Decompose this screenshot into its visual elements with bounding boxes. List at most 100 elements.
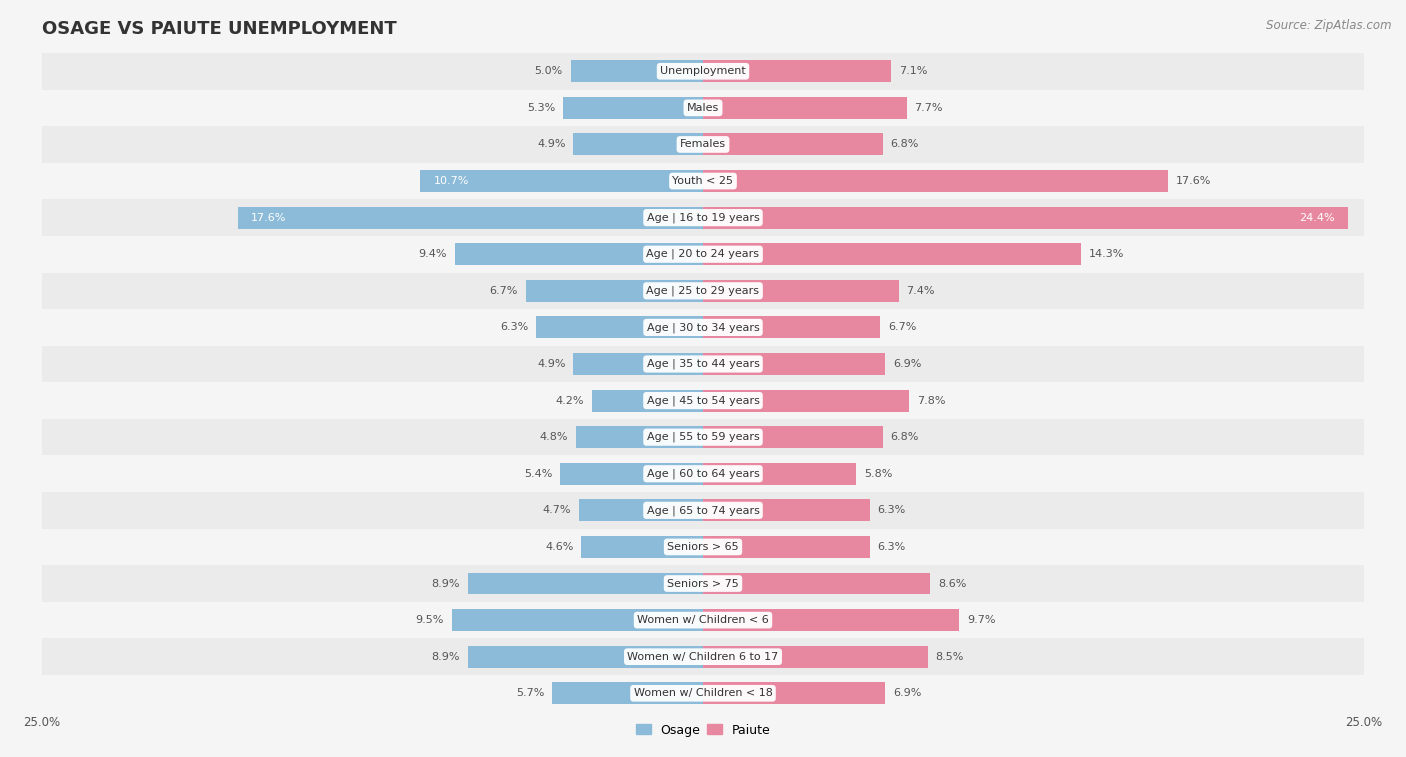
- Text: 5.4%: 5.4%: [524, 469, 553, 478]
- Bar: [582, 536, 703, 558]
- Text: Source: ZipAtlas.com: Source: ZipAtlas.com: [1267, 19, 1392, 32]
- Text: Women w/ Children 6 to 17: Women w/ Children 6 to 17: [627, 652, 779, 662]
- Bar: [560, 463, 703, 484]
- Text: Age | 60 to 64 years: Age | 60 to 64 years: [647, 469, 759, 479]
- Text: 5.7%: 5.7%: [516, 688, 544, 698]
- Text: Females: Females: [681, 139, 725, 149]
- Bar: [562, 97, 703, 119]
- Bar: [42, 382, 1364, 419]
- Bar: [574, 353, 703, 375]
- Bar: [703, 536, 869, 558]
- Bar: [537, 316, 703, 338]
- Text: 4.2%: 4.2%: [555, 396, 583, 406]
- Bar: [703, 682, 886, 704]
- Bar: [703, 280, 898, 302]
- Text: 8.5%: 8.5%: [935, 652, 965, 662]
- Text: Age | 20 to 24 years: Age | 20 to 24 years: [647, 249, 759, 260]
- Bar: [703, 170, 1168, 192]
- Text: 9.4%: 9.4%: [418, 249, 447, 259]
- Bar: [42, 163, 1364, 199]
- Text: 9.7%: 9.7%: [967, 615, 995, 625]
- Bar: [42, 675, 1364, 712]
- Text: Age | 30 to 34 years: Age | 30 to 34 years: [647, 322, 759, 332]
- Text: 6.3%: 6.3%: [877, 542, 905, 552]
- Bar: [703, 572, 931, 594]
- Bar: [451, 609, 703, 631]
- Bar: [703, 390, 910, 412]
- Text: 7.1%: 7.1%: [898, 67, 927, 76]
- Text: Seniors > 75: Seniors > 75: [666, 578, 740, 588]
- Bar: [42, 199, 1364, 236]
- Text: 17.6%: 17.6%: [252, 213, 287, 223]
- Bar: [703, 97, 907, 119]
- Bar: [454, 243, 703, 265]
- Text: Age | 35 to 44 years: Age | 35 to 44 years: [647, 359, 759, 369]
- Bar: [42, 273, 1364, 309]
- Text: 24.4%: 24.4%: [1299, 213, 1334, 223]
- Text: 6.9%: 6.9%: [893, 688, 922, 698]
- Text: Unemployment: Unemployment: [661, 67, 745, 76]
- Text: 4.9%: 4.9%: [537, 359, 565, 369]
- Bar: [42, 456, 1364, 492]
- Bar: [42, 89, 1364, 126]
- Text: 6.3%: 6.3%: [877, 506, 905, 516]
- Text: 6.7%: 6.7%: [489, 286, 517, 296]
- Text: Age | 16 to 19 years: Age | 16 to 19 years: [647, 213, 759, 223]
- Bar: [42, 602, 1364, 638]
- Text: 17.6%: 17.6%: [1177, 176, 1212, 186]
- Text: Seniors > 65: Seniors > 65: [668, 542, 738, 552]
- Text: OSAGE VS PAIUTE UNEMPLOYMENT: OSAGE VS PAIUTE UNEMPLOYMENT: [42, 20, 396, 38]
- Text: Age | 65 to 74 years: Age | 65 to 74 years: [647, 505, 759, 516]
- Text: Women w/ Children < 18: Women w/ Children < 18: [634, 688, 772, 698]
- Bar: [553, 682, 703, 704]
- Text: 6.8%: 6.8%: [890, 139, 920, 149]
- Text: 8.6%: 8.6%: [938, 578, 967, 588]
- Bar: [703, 500, 869, 522]
- Bar: [703, 353, 886, 375]
- Bar: [703, 243, 1081, 265]
- Text: 7.8%: 7.8%: [917, 396, 946, 406]
- Text: Age | 55 to 59 years: Age | 55 to 59 years: [647, 432, 759, 442]
- Bar: [703, 609, 959, 631]
- Text: 5.8%: 5.8%: [865, 469, 893, 478]
- Bar: [703, 133, 883, 155]
- Text: Age | 25 to 29 years: Age | 25 to 29 years: [647, 285, 759, 296]
- Bar: [238, 207, 703, 229]
- Bar: [42, 126, 1364, 163]
- Bar: [468, 646, 703, 668]
- Text: 14.3%: 14.3%: [1088, 249, 1125, 259]
- Text: Women w/ Children < 6: Women w/ Children < 6: [637, 615, 769, 625]
- Text: 6.9%: 6.9%: [893, 359, 922, 369]
- Bar: [526, 280, 703, 302]
- Bar: [571, 61, 703, 83]
- Bar: [592, 390, 703, 412]
- Text: 10.7%: 10.7%: [433, 176, 468, 186]
- Text: 4.9%: 4.9%: [537, 139, 565, 149]
- Bar: [703, 646, 928, 668]
- Bar: [703, 316, 880, 338]
- Bar: [42, 309, 1364, 346]
- Bar: [703, 207, 1348, 229]
- Text: 7.7%: 7.7%: [914, 103, 943, 113]
- Bar: [42, 528, 1364, 565]
- Bar: [703, 61, 890, 83]
- Text: Age | 45 to 54 years: Age | 45 to 54 years: [647, 395, 759, 406]
- Text: 6.8%: 6.8%: [890, 432, 920, 442]
- Bar: [42, 492, 1364, 528]
- Bar: [703, 463, 856, 484]
- Bar: [42, 419, 1364, 456]
- Text: 5.3%: 5.3%: [527, 103, 555, 113]
- Bar: [42, 638, 1364, 675]
- Bar: [576, 426, 703, 448]
- Text: 6.3%: 6.3%: [501, 322, 529, 332]
- Bar: [42, 565, 1364, 602]
- Text: 4.6%: 4.6%: [546, 542, 574, 552]
- Bar: [574, 133, 703, 155]
- Text: 4.7%: 4.7%: [543, 506, 571, 516]
- Bar: [468, 572, 703, 594]
- Text: 5.0%: 5.0%: [534, 67, 562, 76]
- Text: 8.9%: 8.9%: [432, 578, 460, 588]
- Text: Males: Males: [688, 103, 718, 113]
- Bar: [703, 426, 883, 448]
- Bar: [42, 236, 1364, 273]
